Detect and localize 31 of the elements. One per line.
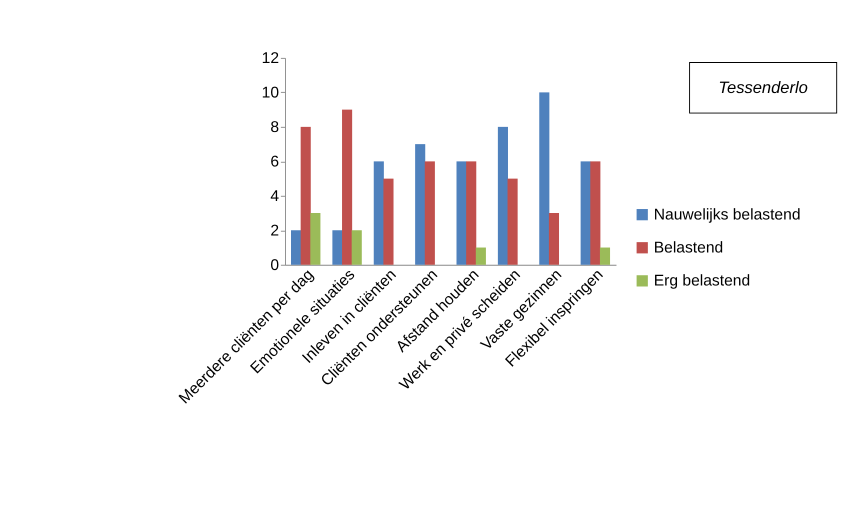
bar — [539, 92, 550, 265]
bar — [332, 230, 342, 265]
y-tick-label: 10 — [262, 84, 280, 102]
legend-label: Erg belastend — [654, 272, 750, 290]
y-tick-label: 12 — [262, 50, 280, 67]
bar — [498, 126, 508, 265]
bar — [342, 110, 352, 265]
bar — [415, 144, 426, 265]
bar — [590, 161, 600, 265]
bar — [424, 161, 435, 265]
y-tick-label: 8 — [270, 118, 280, 136]
bar — [476, 248, 486, 265]
bar — [374, 161, 384, 265]
y-tick-label: 0 — [270, 256, 280, 274]
bar — [352, 230, 362, 265]
bar — [291, 230, 302, 265]
bar — [300, 126, 311, 265]
bar — [600, 248, 610, 265]
legend-label: Nauwelijks belastend — [654, 206, 801, 224]
bar — [580, 161, 591, 265]
bar — [466, 161, 476, 265]
bar — [310, 213, 320, 265]
bar — [508, 178, 518, 265]
y-tick-label: 4 — [270, 188, 280, 205]
legend-label: Belastend — [654, 239, 724, 256]
bar — [383, 178, 394, 265]
bar — [548, 213, 560, 265]
y-tick-label: 2 — [270, 222, 280, 240]
text: Tessenderlo — [718, 78, 808, 97]
bar — [456, 161, 467, 265]
y-tick-label: 6 — [270, 153, 280, 170]
